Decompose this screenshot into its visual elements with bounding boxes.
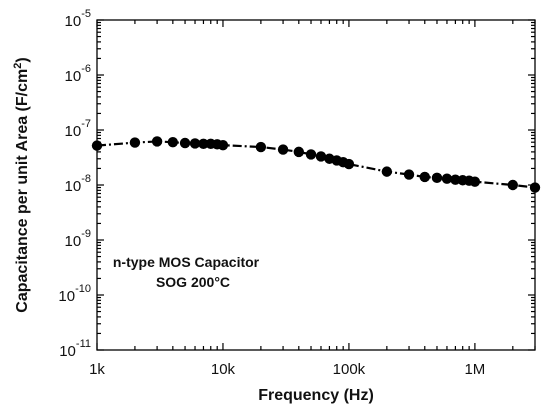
y-axis-label-superscript: 2 bbox=[12, 63, 24, 69]
data-points bbox=[91, 136, 541, 193]
tick-marks bbox=[96, 19, 536, 351]
data-point bbox=[91, 140, 103, 151]
y-tick-base: 10 bbox=[65, 233, 82, 250]
y-tick-label: 10-9 bbox=[65, 228, 91, 250]
y-tick-label: 10-8 bbox=[65, 173, 91, 195]
y-tick-base: 10 bbox=[65, 68, 82, 85]
annotation-line-1: n-type MOS Capacitor bbox=[113, 254, 260, 270]
y-tick-base: 10 bbox=[58, 288, 75, 305]
y-tick-label: 10-10 bbox=[58, 283, 91, 305]
data-point bbox=[198, 138, 209, 150]
y-tick-exponent: -9 bbox=[81, 228, 91, 240]
annotation-line-2: SOG 200°C bbox=[156, 274, 230, 290]
data-point bbox=[381, 166, 393, 177]
data-point bbox=[151, 136, 163, 147]
data-point bbox=[277, 144, 289, 155]
y-axis-label: Capacitance per unit Area (F/cm2) bbox=[12, 57, 31, 312]
data-point bbox=[529, 182, 541, 193]
data-point bbox=[343, 158, 355, 170]
y-tick-base: 10 bbox=[65, 123, 82, 140]
x-tick-label: 100k bbox=[333, 361, 366, 378]
y-tick-label: 10-11 bbox=[59, 338, 91, 360]
data-point bbox=[129, 137, 141, 148]
data-point bbox=[469, 176, 481, 187]
y-tick-exponent: -10 bbox=[75, 283, 91, 295]
x-tick-label: 1k bbox=[89, 361, 105, 378]
y-tick-base: 10 bbox=[65, 13, 82, 30]
x-tick-label: 10k bbox=[211, 361, 236, 378]
x-tick-label: 1M bbox=[464, 361, 485, 378]
data-point bbox=[403, 169, 415, 180]
y-tick-exponent: -6 bbox=[81, 63, 91, 75]
y-tick-label: 10-7 bbox=[65, 118, 91, 140]
y-tick-base: 10 bbox=[65, 178, 82, 195]
data-point bbox=[305, 149, 317, 160]
y-tick-exponent: -5 bbox=[81, 8, 91, 20]
data-point bbox=[315, 151, 327, 162]
data-point bbox=[217, 139, 229, 151]
y-tick-exponent: -7 bbox=[81, 118, 91, 130]
x-tick-labels: 1k 10k 100k 1M bbox=[89, 361, 485, 378]
y-tick-label: 10-5 bbox=[65, 8, 91, 30]
data-point bbox=[189, 138, 201, 149]
data-point bbox=[255, 141, 267, 153]
data-point bbox=[179, 137, 191, 149]
data-point bbox=[507, 179, 519, 191]
y-axis-label-main: Capacitance per unit Area (F/cm bbox=[14, 69, 31, 313]
data-point bbox=[167, 137, 179, 148]
x-axis-label: Frequency (Hz) bbox=[258, 387, 374, 404]
y-tick-exponent: -11 bbox=[76, 338, 91, 350]
y-tick-base: 10 bbox=[59, 343, 76, 360]
y-tick-label: 10-6 bbox=[65, 63, 91, 85]
data-point bbox=[419, 171, 430, 183]
y-axis-label-close: ) bbox=[14, 57, 31, 62]
data-point bbox=[431, 172, 443, 184]
y-tick-exponent: -8 bbox=[81, 173, 91, 185]
data-point bbox=[441, 173, 453, 184]
data-point bbox=[293, 146, 305, 158]
